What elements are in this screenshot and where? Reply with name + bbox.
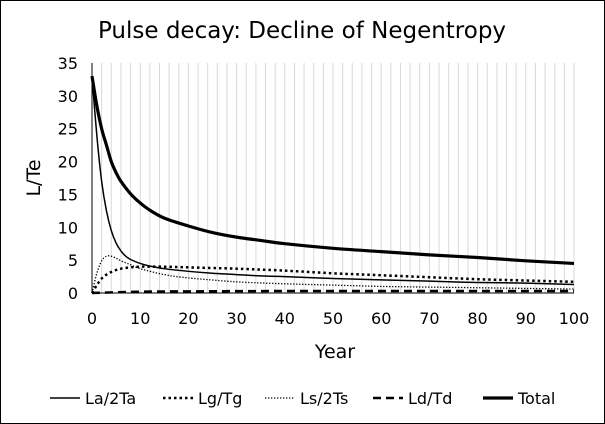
legend-label: Ls/2Ts xyxy=(300,389,348,408)
x-tick-label: 80 xyxy=(467,309,487,328)
legend-label: La/2Ta xyxy=(85,389,136,408)
x-tick-labels: 0 10 20 30 40 50 60 70 80 90 100 xyxy=(87,309,589,328)
y-tick-label: 30 xyxy=(58,87,78,106)
x-tick-label: 30 xyxy=(226,309,246,328)
x-tick-label: 70 xyxy=(419,309,439,328)
x-tick-label: 40 xyxy=(275,309,295,328)
chart-title: Pulse decay: Decline of Negentropy xyxy=(98,18,506,44)
series-line xyxy=(90,265,575,294)
x-tick-label: 100 xyxy=(559,309,590,328)
y-tick-label: 0 xyxy=(68,284,78,303)
y-tick-label: 5 xyxy=(68,251,78,270)
y-tick-labels: 0 5 10 15 20 25 30 35 xyxy=(58,54,78,303)
legend-label: Total xyxy=(517,389,555,408)
y-axis-label: L/Te xyxy=(23,159,45,196)
y-tick-label: 20 xyxy=(58,153,78,172)
series-line xyxy=(91,76,575,286)
x-tick-label: 0 xyxy=(87,309,97,328)
x-tick-label: 60 xyxy=(371,309,391,328)
x-tick-label: 90 xyxy=(516,309,536,328)
gridlines xyxy=(101,63,575,293)
series-lines xyxy=(90,75,575,295)
legend-label: Lg/Tg xyxy=(198,389,242,408)
legend-label: Ld/Td xyxy=(408,389,452,408)
x-tick-label: 10 xyxy=(130,309,150,328)
y-tick-label: 25 xyxy=(58,120,78,139)
y-tick-label: 10 xyxy=(58,218,78,237)
y-tick-label: 35 xyxy=(58,54,78,73)
x-axis-label: Year xyxy=(314,341,355,363)
series-line xyxy=(91,255,575,294)
legend: La/2Ta Lg/Tg Ls/2Ts Ld/Td Total xyxy=(50,389,555,408)
axes xyxy=(91,63,574,294)
y-tick-label: 15 xyxy=(58,185,78,204)
series-line xyxy=(91,289,574,295)
x-tick-label: 20 xyxy=(178,309,198,328)
series-line xyxy=(90,75,575,266)
x-tick-label: 50 xyxy=(323,309,343,328)
